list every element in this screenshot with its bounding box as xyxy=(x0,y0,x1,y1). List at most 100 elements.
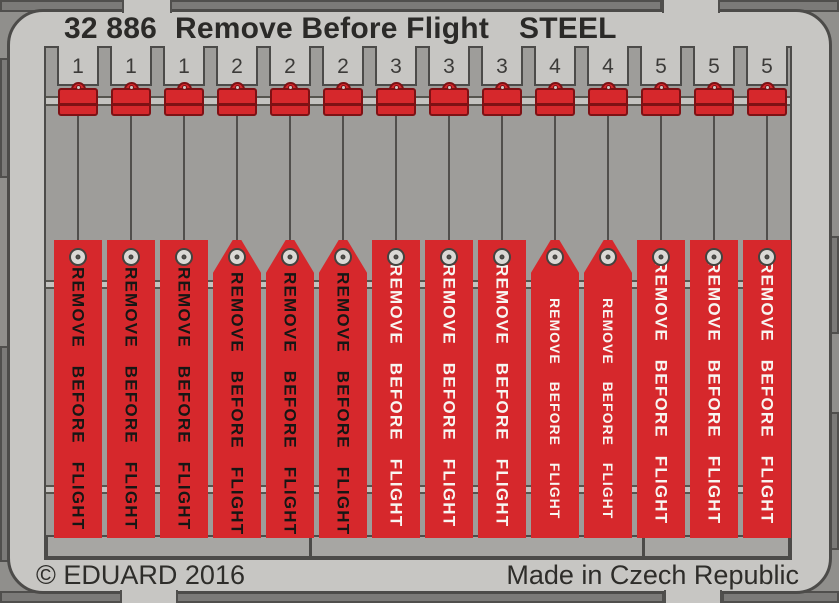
clip-buckle xyxy=(217,82,257,116)
part-number-label: 2 xyxy=(337,54,349,78)
number-tab: 2 xyxy=(322,46,364,86)
tag-text-label: REMOVE BEFORE FLIGHT xyxy=(651,261,671,525)
lanyard-wire xyxy=(501,84,503,259)
clip-buckle xyxy=(323,82,363,116)
clip-body xyxy=(535,88,575,116)
grommet-icon xyxy=(175,248,193,266)
rbf-streamer-tag: REMOVE BEFORE FLIGHT xyxy=(54,240,102,538)
clip-seam xyxy=(643,103,679,106)
rbf-streamer-tag: REMOVE BEFORE FLIGHT xyxy=(160,240,208,538)
clip-body xyxy=(376,88,416,116)
grommet-hole xyxy=(605,254,611,260)
grommet-hole xyxy=(658,254,664,260)
grommet-hole xyxy=(181,254,187,260)
clip-seam xyxy=(219,103,255,106)
grommet-icon xyxy=(228,248,246,266)
clip-seam xyxy=(378,103,414,106)
clip-body xyxy=(58,88,98,116)
lanyard-wire xyxy=(448,84,450,259)
lanyard-wire xyxy=(554,84,556,259)
clip-seam xyxy=(113,103,149,106)
clip-ring-hole xyxy=(711,84,717,90)
rbf-streamer-tag: REMOVE BEFORE FLIGHT xyxy=(584,240,632,538)
tag-text-label: REMOVE BEFORE FLIGHT xyxy=(439,264,459,528)
part-number-label: 5 xyxy=(761,54,773,78)
grommet-icon xyxy=(493,248,511,266)
clip-buckle xyxy=(747,82,787,116)
number-tab: 3 xyxy=(375,46,417,86)
lanyard-wire xyxy=(713,84,715,259)
clip-buckle xyxy=(588,82,628,116)
clip-ring-hole xyxy=(552,84,558,90)
clip-buckle xyxy=(641,82,681,116)
lanyard-wire xyxy=(289,84,291,259)
grommet-hole xyxy=(340,254,346,260)
number-tab: 5 xyxy=(746,46,788,86)
clip-buckle xyxy=(58,82,98,116)
grommet-icon xyxy=(334,248,352,266)
tag-text-label: REMOVE BEFORE FLIGHT xyxy=(386,264,406,528)
product-name: Remove Before Flight xyxy=(174,12,490,45)
clip-body xyxy=(270,88,310,116)
tag-text-label: REMOVE BEFORE FLIGHT xyxy=(174,267,194,531)
part-number-label: 5 xyxy=(655,54,667,78)
tag-text-label: REMOVE BEFORE FLIGHT xyxy=(280,272,300,536)
clip-seam xyxy=(537,103,573,106)
clip-ring-hole xyxy=(764,84,770,90)
tag-assembly: 3 REMOVE BEFORE FLIGHT xyxy=(476,46,529,560)
tag-assembly: 2 REMOVE BEFORE FLIGHT xyxy=(264,46,317,560)
clip-seam xyxy=(60,103,96,106)
material-label: STEEL xyxy=(519,12,617,45)
clip-body xyxy=(641,88,681,116)
number-tab: 5 xyxy=(640,46,682,86)
clip-buckle xyxy=(694,82,734,116)
grommet-hole xyxy=(711,254,717,260)
part-number-label: 3 xyxy=(496,54,508,78)
plate-bottom-notch xyxy=(664,590,722,603)
copyright-label: © EDUARD 2016 xyxy=(36,560,245,590)
clip-body xyxy=(217,88,257,116)
clip-seam xyxy=(166,103,202,106)
grommet-hole xyxy=(128,254,134,260)
tag-assembly: 5 REMOVE BEFORE FLIGHT xyxy=(688,46,741,560)
grommet-hole xyxy=(393,254,399,260)
clip-seam xyxy=(696,103,732,106)
clip-ring-hole xyxy=(446,84,452,90)
part-number-label: 2 xyxy=(284,54,296,78)
lanyard-wire xyxy=(183,84,185,259)
grommet-icon xyxy=(652,248,670,266)
clip-ring-hole xyxy=(393,84,399,90)
part-number-label: 3 xyxy=(443,54,455,78)
rbf-streamer-tag: REMOVE BEFORE FLIGHT xyxy=(478,240,526,538)
number-tab: 4 xyxy=(587,46,629,86)
clip-body xyxy=(111,88,151,116)
part-columns: 1 REMOVE BEFORE FLIGHT 1 REMOVE BEFORE F… xyxy=(0,46,839,560)
part-number-label: 3 xyxy=(390,54,402,78)
catalog-number: 32 886 xyxy=(64,12,157,45)
plate-top-notch xyxy=(662,0,720,13)
rbf-streamer-tag: REMOVE BEFORE FLIGHT xyxy=(690,240,738,538)
grommet-hole xyxy=(287,254,293,260)
rbf-streamer-tag: REMOVE BEFORE FLIGHT xyxy=(743,240,791,538)
tag-assembly: 5 REMOVE BEFORE FLIGHT xyxy=(635,46,688,560)
grommet-hole xyxy=(446,254,452,260)
clip-body xyxy=(588,88,628,116)
clip-ring-hole xyxy=(75,84,81,90)
grommet-icon xyxy=(546,248,564,266)
number-tab: 4 xyxy=(534,46,576,86)
grommet-hole xyxy=(764,254,770,260)
rbf-streamer-tag: REMOVE BEFORE FLIGHT xyxy=(319,240,367,538)
grommet-icon xyxy=(69,248,87,266)
clip-ring-hole xyxy=(181,84,187,90)
clip-seam xyxy=(431,103,467,106)
tag-assembly: 3 REMOVE BEFORE FLIGHT xyxy=(423,46,476,560)
clip-body xyxy=(323,88,363,116)
clip-ring-hole xyxy=(658,84,664,90)
clip-body xyxy=(164,88,204,116)
rbf-streamer-tag: REMOVE BEFORE FLIGHT xyxy=(266,240,314,538)
number-tab: 2 xyxy=(269,46,311,86)
clip-ring-hole xyxy=(499,84,505,90)
number-tab: 1 xyxy=(163,46,205,86)
rbf-streamer-tag: REMOVE BEFORE FLIGHT xyxy=(531,240,579,538)
clip-buckle xyxy=(164,82,204,116)
